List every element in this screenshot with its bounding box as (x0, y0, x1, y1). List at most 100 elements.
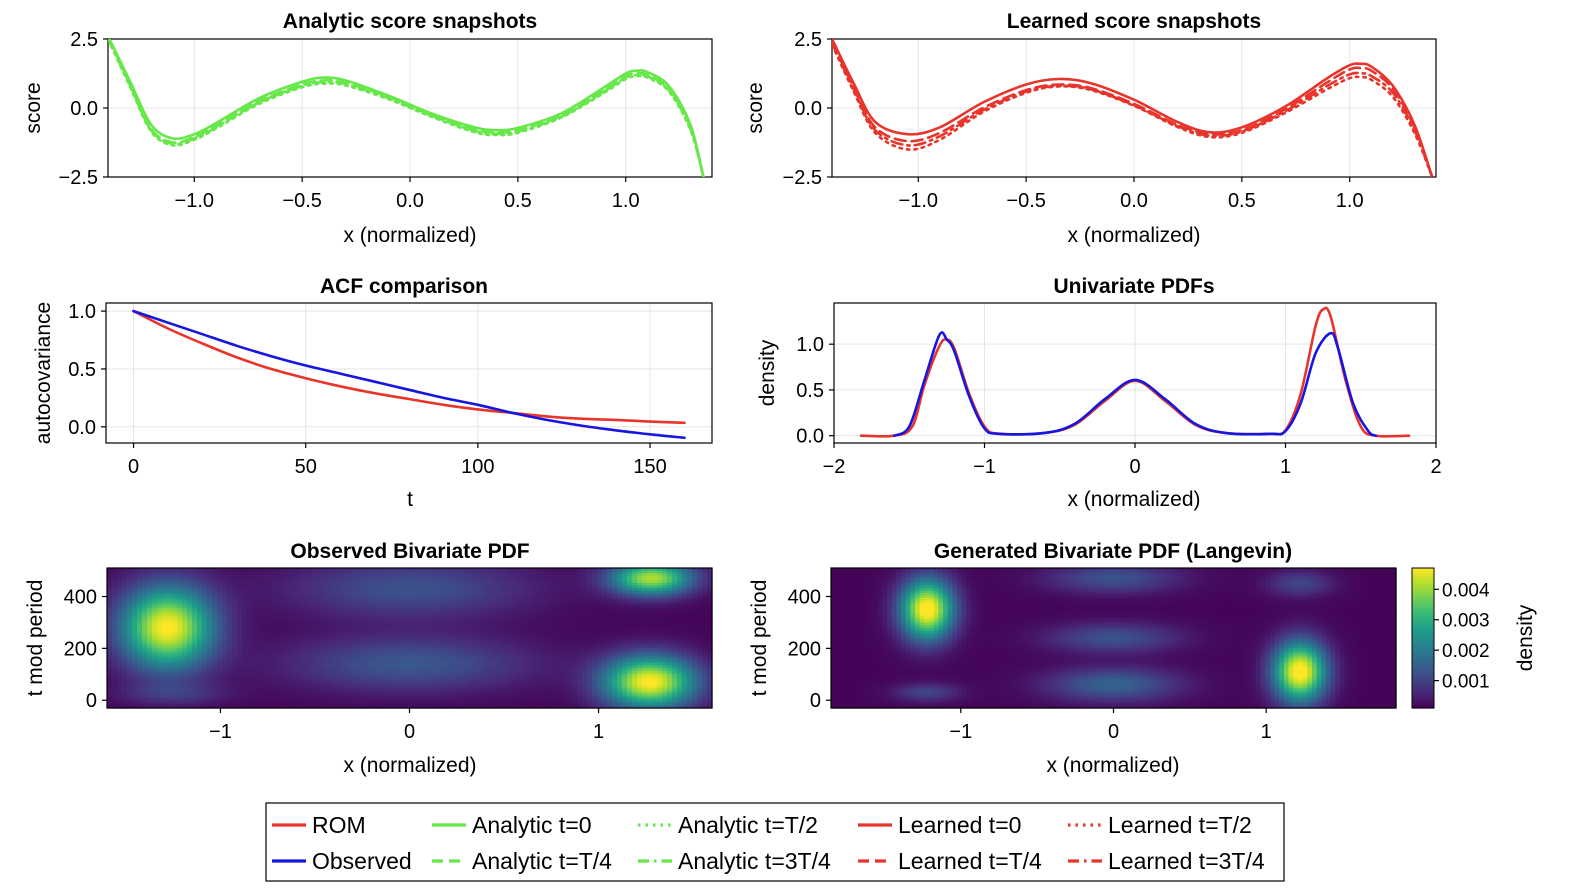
heatmap-cell (107, 683, 113, 687)
heatmap-cell (137, 663, 143, 667)
heatmap-cell (147, 618, 153, 622)
heatmap-cell (252, 638, 258, 642)
heatmap-cell (122, 640, 128, 644)
heatmap-cell (262, 575, 268, 579)
heatmap-cell (177, 698, 183, 702)
heatmap-cell (192, 583, 198, 587)
heatmap-cell (302, 678, 308, 682)
heatmap-cell (132, 573, 138, 577)
heatmap-cell (107, 650, 113, 654)
heatmap-cell (172, 698, 178, 702)
heatmap-cell (257, 680, 263, 684)
heatmap-cell (217, 568, 223, 572)
heatmap-cell (252, 608, 258, 612)
heatmap-cell (172, 613, 178, 617)
heatmap-cell (127, 595, 133, 599)
heatmap-cell (262, 578, 268, 582)
heatmap-cell (172, 655, 178, 659)
heatmap-cell (242, 693, 248, 697)
heatmap-cell (187, 648, 193, 652)
heatmap-cell (117, 658, 123, 662)
heatmap-cell (157, 653, 163, 657)
heatmap-cell (277, 623, 283, 627)
heatmap-cell (122, 585, 128, 589)
heatmap-cell (212, 655, 218, 659)
heatmap-cell (217, 645, 223, 649)
heatmap-cell (137, 665, 143, 669)
heatmap-cell (282, 630, 288, 634)
heatmap-cell (287, 645, 293, 649)
heatmap-cell (122, 705, 128, 709)
heatmap-cell (177, 640, 183, 644)
heatmap-cell (252, 643, 258, 647)
heatmap-cell (272, 573, 278, 577)
heatmap-cell (157, 690, 163, 694)
heatmap-cell (247, 700, 253, 704)
heatmap-cell (152, 645, 158, 649)
heatmap-cell (162, 635, 168, 639)
heatmap-cell (287, 605, 293, 609)
heatmap-cell (232, 610, 238, 614)
heatmap-cell (227, 693, 233, 697)
heatmap-cell (257, 575, 263, 579)
heatmap-cell (107, 668, 113, 672)
heatmap-cell (192, 695, 198, 699)
heatmap-cell (127, 605, 133, 609)
heatmap-cell (272, 578, 278, 582)
heatmap-cell (232, 645, 238, 649)
heatmap-cell (107, 700, 113, 704)
heatmap-cell (157, 598, 163, 602)
heatmap-cell (132, 660, 138, 664)
heatmap-cell (292, 600, 298, 604)
heatmap-cell (172, 598, 178, 602)
heatmap-cell (187, 695, 193, 699)
heatmap-cell (167, 660, 173, 664)
heatmap-cell (107, 645, 113, 649)
heatmap-cell (117, 605, 123, 609)
heatmap-cell (117, 648, 123, 652)
heatmap-cell (277, 695, 283, 699)
heatmap-cell (197, 625, 203, 629)
heatmap-cell (232, 613, 238, 617)
heatmap-cell (147, 568, 153, 572)
heatmap-cell (177, 638, 183, 642)
heatmap-cell (142, 620, 148, 624)
heatmap-cell (137, 645, 143, 649)
y-tick-label: −2.5 (783, 167, 822, 189)
heatmap-cell (247, 598, 253, 602)
heatmap-cell (132, 688, 138, 692)
heatmap-cell (192, 588, 198, 592)
heatmap-cell (202, 673, 208, 677)
heatmap-cell (107, 583, 113, 587)
heatmap-cell (292, 583, 298, 587)
heatmap-cell (297, 628, 303, 632)
heatmap-cell (297, 693, 303, 697)
heatmap-cell (147, 705, 153, 709)
heatmap-cell (192, 630, 198, 634)
heatmap-cell (217, 670, 223, 674)
heatmap-cell (282, 705, 288, 709)
heatmap-cell (282, 698, 288, 702)
heatmap-cell (147, 660, 153, 664)
heatmap-cell (267, 648, 273, 652)
heatmap-cell (182, 588, 188, 592)
heatmap-cell (207, 675, 213, 679)
heatmap-cell (227, 605, 233, 609)
heatmap-cell (247, 675, 253, 679)
heatmap-cell (127, 618, 133, 622)
heatmap-cell (247, 628, 253, 632)
heatmap-cell (292, 613, 298, 617)
heatmap-cell (192, 703, 198, 707)
heatmap-cell (107, 588, 113, 592)
heatmap-cell (207, 655, 213, 659)
heatmap-cell (212, 593, 218, 597)
heatmap-cell (132, 693, 138, 697)
heatmap-cell (117, 608, 123, 612)
heatmap-cell (157, 585, 163, 589)
heatmap-cell (197, 568, 203, 572)
heatmap-cell (107, 663, 113, 667)
heatmap-cell (237, 645, 243, 649)
heatmap-cell (227, 683, 233, 687)
heatmap-cell (142, 698, 148, 702)
heatmap-cell (292, 698, 298, 702)
